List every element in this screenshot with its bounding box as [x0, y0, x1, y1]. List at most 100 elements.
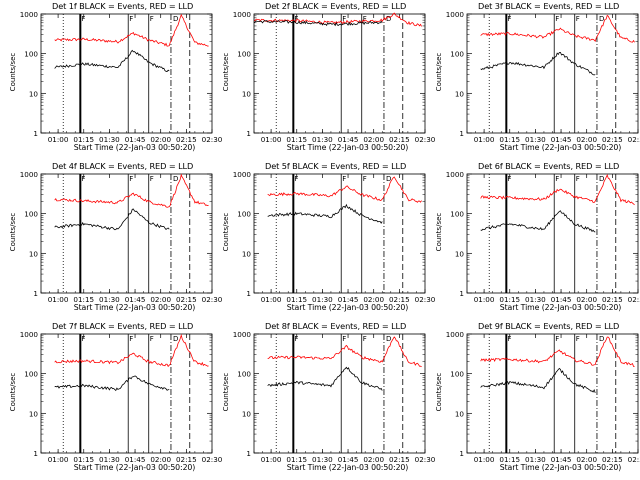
x-tick-label: 01:45 — [551, 295, 572, 304]
x-tick-label: 02:30 — [628, 135, 640, 144]
marker-glyph: F — [576, 335, 580, 343]
chart-svg: 1 10 100 1000 01:00 01:15 01:30 01:45 02:00 02:15… — [446, 330, 640, 464]
x-axis-label: Start Time (22-Jan-03 00:50:20) — [499, 303, 622, 312]
x-tick-label: 02:00 — [576, 455, 597, 464]
detector-panel-2: 1 10 100 1000 01:00 01:15 01:30 01:45 02:00 02:15… — [213, 0, 436, 160]
x-axis-label: Start Time (22-Jan-03 00:50:20) — [499, 463, 622, 472]
chart-svg: 1 10 100 1000 01:00 01:15 01:30 01:45 02:00 02:15… — [233, 10, 436, 144]
x-tick-label: 01:15 — [499, 135, 520, 144]
detector-panel-1: 1 10 100 1000 01:00 01:15 01:30 01:45 02:00 02:15… — [0, 0, 223, 160]
x-tick-label: 02:30 — [415, 295, 436, 304]
series-events-line — [54, 375, 170, 392]
y-axis-label: Counts/sec — [435, 212, 443, 252]
x-tick-label: 01:15 — [73, 135, 94, 144]
x-tick-label: 01:15 — [73, 295, 94, 304]
x-tick-label: 02:15 — [176, 295, 197, 304]
series-events-line — [54, 208, 170, 231]
x-tick-label: 02:30 — [628, 295, 640, 304]
y-axis-label: Counts/sec — [222, 52, 230, 92]
panel-title: Det 9f BLACK = Events, RED = LLD — [478, 321, 620, 331]
y-tick-label: 10 — [242, 89, 252, 98]
chart-svg: 1 10 100 1000 01:00 01:15 01:30 01:45 02:00 02:15… — [233, 330, 436, 464]
marker-glyph: F — [363, 335, 367, 343]
marker-glyph: F — [555, 335, 559, 343]
plot-frame — [40, 333, 213, 454]
x-tick-label: 02:15 — [389, 135, 410, 144]
y-tick-label: 1000 — [20, 170, 39, 179]
marker-glyph: F — [507, 15, 511, 23]
marker-glyph: F — [81, 175, 85, 183]
y-axis-label: Counts/sec — [222, 212, 230, 252]
chart-svg: 1 10 100 1000 01:00 01:15 01:30 01:45 02:00 02:15… — [446, 10, 640, 144]
detector-panel-4: 1 10 100 1000 01:00 01:15 01:30 01:45 02:00 02:15… — [0, 160, 223, 320]
x-tick-label: 01:30 — [99, 295, 120, 304]
marker-glyph: D — [173, 15, 178, 23]
marker-glyph: D — [599, 335, 604, 343]
panel-title: Det 6f BLACK = Events, RED = LLD — [478, 161, 620, 171]
y-tick-label: 10 — [242, 409, 252, 418]
series-events-line — [480, 210, 596, 233]
x-axis-label: Start Time (22-Jan-03 00:50:20) — [73, 463, 196, 472]
marker-glyph: F — [81, 335, 85, 343]
y-tick-label: 1000 — [233, 10, 252, 19]
chart-svg: 1 10 100 1000 01:00 01:15 01:30 01:45 02:00 02:15… — [233, 170, 436, 304]
plot-frame — [466, 333, 639, 454]
y-tick-label: 10 — [242, 249, 252, 258]
x-axis-label: Start Time (22-Jan-03 00:50:20) — [73, 143, 196, 152]
marker-glyph: F — [129, 15, 133, 23]
x-tick-label: 01:30 — [525, 135, 546, 144]
y-tick-label: 10 — [455, 89, 465, 98]
y-tick-label: 100 — [24, 50, 38, 59]
x-tick-label: 01:30 — [525, 295, 546, 304]
y-tick-label: 1 — [33, 129, 38, 138]
series-events-line — [253, 20, 383, 27]
x-tick-label: 01:45 — [125, 295, 146, 304]
marker-glyph: F — [150, 15, 154, 23]
marker-glyph: F — [342, 335, 346, 343]
plot-frame — [253, 333, 426, 454]
y-tick-label: 1000 — [20, 330, 39, 339]
series-lld-line — [267, 176, 422, 203]
x-tick-label: 02:15 — [602, 455, 623, 464]
marker-glyph: F — [507, 175, 511, 183]
x-tick-label: 02:30 — [202, 295, 223, 304]
y-tick-label: 10 — [29, 249, 39, 258]
x-tick-label: 02:00 — [150, 295, 171, 304]
detector-panel-9: 1 10 100 1000 01:00 01:15 01:30 01:45 02:00 02:15… — [426, 320, 640, 480]
chart-svg: 1 10 100 1000 01:00 01:15 01:30 01:45 02:00 02:15… — [446, 170, 640, 304]
x-tick-label: 01:15 — [286, 295, 307, 304]
x-axis-label: Start Time (22-Jan-03 00:50:20) — [499, 143, 622, 152]
y-axis-label: Counts/sec — [222, 372, 230, 412]
marker-glyph: D — [599, 15, 604, 23]
x-tick-label: 01:45 — [338, 295, 359, 304]
x-tick-label: 01:15 — [499, 295, 520, 304]
y-tick-label: 1 — [459, 129, 464, 138]
x-tick-label: 01:30 — [99, 455, 120, 464]
x-axis-label: Start Time (22-Jan-03 00:50:20) — [286, 463, 409, 472]
y-tick-label: 1000 — [446, 10, 465, 19]
marker-glyph: D — [386, 15, 391, 23]
x-tick-label: 02:15 — [602, 295, 623, 304]
y-axis-label: Counts/sec — [9, 372, 17, 412]
y-tick-label: 1000 — [233, 330, 252, 339]
y-tick-label: 100 — [450, 50, 464, 59]
x-tick-label: 02:15 — [389, 295, 410, 304]
panel-title: Det 5f BLACK = Events, RED = LLD — [265, 161, 407, 171]
x-tick-label: 01:00 — [474, 455, 495, 464]
plot-frame — [253, 13, 426, 134]
x-tick-label: 01:45 — [338, 455, 359, 464]
marker-glyph: F — [81, 15, 85, 23]
x-tick-label: 01:30 — [525, 455, 546, 464]
detector-panel-5: 1 10 100 1000 01:00 01:15 01:30 01:45 02:00 02:15… — [213, 160, 436, 320]
series-lld-line — [253, 12, 422, 27]
x-tick-label: 02:30 — [415, 455, 436, 464]
plot-frame — [466, 13, 639, 134]
x-tick-label: 01:45 — [551, 135, 572, 144]
x-tick-label: 02:00 — [363, 135, 384, 144]
detector-panel-7: 1 10 100 1000 01:00 01:15 01:30 01:45 02:00 02:15… — [0, 320, 223, 480]
marker-glyph: F — [150, 175, 154, 183]
x-tick-label: 01:30 — [312, 455, 333, 464]
y-axis-label: Counts/sec — [435, 372, 443, 412]
x-tick-label: 02:00 — [150, 455, 171, 464]
marker-glyph: F — [507, 335, 511, 343]
